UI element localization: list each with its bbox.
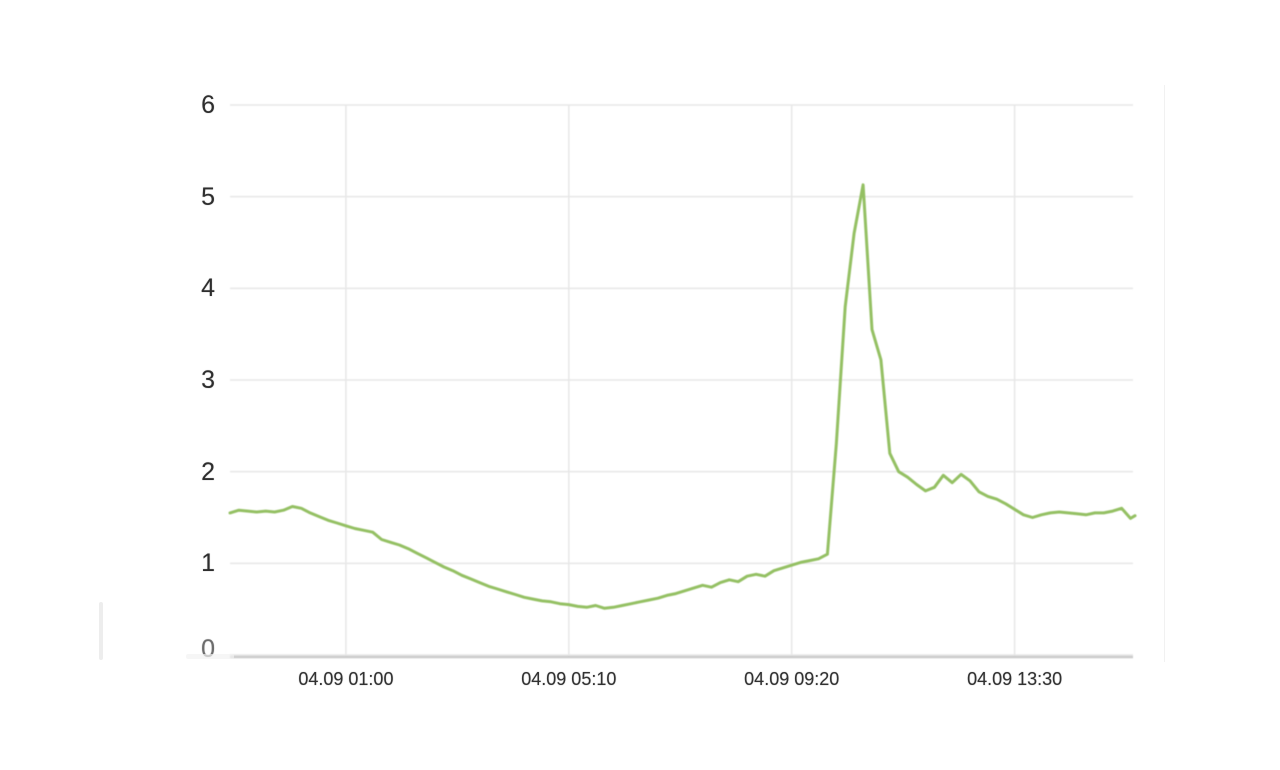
y-axis-label: 6 bbox=[201, 91, 215, 119]
y-axis-label: 1 bbox=[201, 549, 215, 578]
x-axis-label: 04.09 09:20 bbox=[744, 669, 840, 689]
y-axis-label: 3 bbox=[201, 366, 215, 394]
x-axis-label: 04.09 05:10 bbox=[521, 669, 617, 689]
y-axis-label: 5 bbox=[201, 182, 215, 211]
y-axis-label: 4 bbox=[201, 274, 215, 303]
right-panel-border bbox=[1164, 85, 1165, 662]
y-axis-label: 2 bbox=[201, 457, 215, 486]
x-axis-label: 04.09 13:30 bbox=[967, 669, 1063, 689]
x-axis-label: 04.09 01:00 bbox=[298, 669, 394, 689]
series-line bbox=[228, 183, 1137, 610]
baseline-smudge bbox=[186, 654, 234, 659]
left-edge-artifact bbox=[99, 602, 103, 660]
